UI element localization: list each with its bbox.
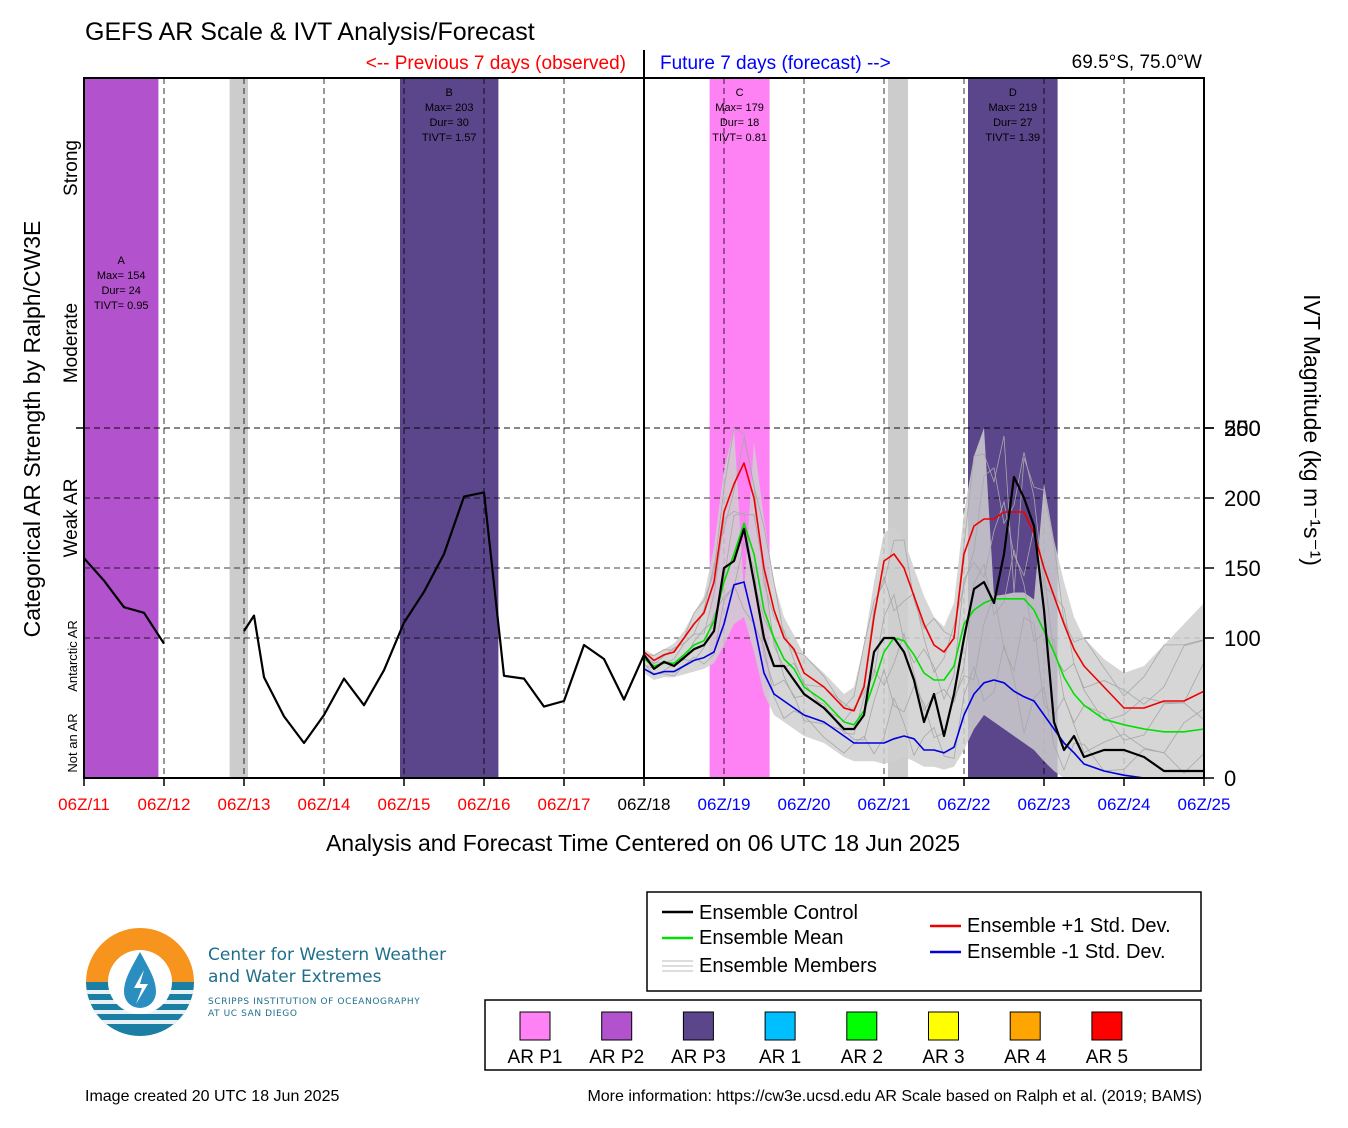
ar-event-label: Max= 154 bbox=[97, 270, 146, 282]
legend-label-mean: Ensemble Mean bbox=[699, 927, 844, 949]
cw3e-logo: Center for Western Weather and Water Ext… bbox=[84, 926, 484, 1041]
x-tick-label: 06Z/12 bbox=[138, 795, 191, 814]
ar-color-label: AR 4 bbox=[1004, 1047, 1047, 1068]
x-tick-label: 06Z/13 bbox=[218, 795, 271, 814]
y-tick-label: 100 bbox=[1224, 626, 1261, 651]
x-axis-label: Analysis and Forecast Time Centered on 0… bbox=[326, 830, 960, 856]
logo-line-4: AT UC SAN DIEGO bbox=[208, 1009, 298, 1019]
x-tick-label: 06Z/23 bbox=[1018, 795, 1071, 814]
x-tick-label: 06Z/15 bbox=[378, 795, 431, 814]
x-axis-ticks: 06Z/11 06Z/12 06Z/13 06Z/14 06Z/15 06Z/16 06Z/… bbox=[58, 778, 1230, 814]
series-line bbox=[643, 462, 1205, 712]
ar-event-label: A bbox=[118, 255, 126, 267]
ar-event-label: D bbox=[1009, 87, 1017, 99]
series-legend-box bbox=[646, 891, 1202, 992]
ar-event-label: TIVT= 1.39 bbox=[985, 132, 1040, 144]
logo-line-2: and Water Extremes bbox=[208, 967, 382, 987]
ar-color-label: AR 2 bbox=[841, 1047, 883, 1068]
right-axis-label: IVT Magnitude (kg m⁻¹s⁻¹) bbox=[1299, 294, 1325, 566]
footer-created: Image created 20 UTC 18 Jun 2025 bbox=[85, 1088, 340, 1105]
ar-color-swatch bbox=[764, 1011, 796, 1041]
forecast-label: Future 7 days (forecast) --> bbox=[660, 53, 891, 74]
ar-color-legend: AR P1 AR P2 AR P3 AR 1 AR 2 AR 3 AR 4 AR 5 bbox=[508, 1011, 1128, 1068]
category-label: Moderate bbox=[61, 303, 82, 383]
legend-label-minus-std: Ensemble -1 Std. Dev. bbox=[967, 941, 1166, 963]
ar-event-label: Dur= 27 bbox=[993, 117, 1032, 129]
ar-color-swatch bbox=[846, 1011, 878, 1041]
category-label: Not an AR bbox=[65, 713, 80, 772]
ar-event-label: B bbox=[446, 87, 453, 99]
ar-color-label: AR 3 bbox=[922, 1047, 964, 1068]
series-line bbox=[643, 522, 1205, 733]
ar-event-label: Dur= 18 bbox=[720, 117, 759, 129]
category-label: Antarctic AR bbox=[65, 620, 80, 692]
ensemble-member-line bbox=[643, 584, 1205, 774]
ar-color-swatch bbox=[1009, 1011, 1041, 1041]
ar-event-label: TIVT= 0.95 bbox=[94, 300, 149, 312]
series-line bbox=[243, 475, 1204, 773]
ar-color-swatch bbox=[519, 1011, 551, 1041]
ar-event-label: TIVT= 0.81 bbox=[712, 132, 767, 144]
ar-color-swatch bbox=[682, 1011, 714, 1041]
logo-line-1: Center for Western Weather bbox=[208, 945, 447, 965]
ar-event-label: Dur= 30 bbox=[429, 117, 468, 129]
legend-label-members: Ensemble Members bbox=[699, 955, 877, 977]
location-label: 69.5°S, 75.0°W bbox=[1072, 52, 1202, 73]
x-tick-label: 06Z/21 bbox=[858, 795, 911, 814]
x-tick-label: 06Z/25 bbox=[1178, 795, 1231, 814]
ar-color-swatch bbox=[601, 1011, 633, 1041]
y-tick-label: 200 bbox=[1224, 486, 1261, 511]
ensemble-member-line bbox=[643, 427, 1205, 709]
ar-color-label: AR P2 bbox=[589, 1047, 644, 1068]
ar-color-label: AR P1 bbox=[508, 1047, 563, 1068]
x-tick-label: 06Z/19 bbox=[698, 795, 751, 814]
ensemble-members-band bbox=[644, 428, 1204, 778]
category-labels: Not an AR Antarctic AR Weak AR Moderate Stro… bbox=[61, 140, 82, 773]
ar-event-label: C bbox=[736, 87, 744, 99]
ar-event-label: TIVT= 1.57 bbox=[422, 132, 477, 144]
ar-color-label: AR 1 bbox=[759, 1047, 801, 1068]
left-axis-label: Categorical AR Strength by Ralph/CW3E bbox=[19, 221, 45, 638]
x-tick-label: 06Z/22 bbox=[938, 795, 991, 814]
ar-color-swatch bbox=[928, 1011, 959, 1041]
cw3e-logo-emblem bbox=[86, 928, 194, 1036]
ar-color-label: AR P3 bbox=[671, 1047, 726, 1068]
chart-title: GEFS AR Scale & IVT Analysis/Forecast bbox=[85, 18, 535, 46]
logo-line-3: SCRIPPS INSTITUTION OF OCEANOGRAPHY bbox=[208, 997, 421, 1007]
x-tick-label: 06Z/14 bbox=[298, 795, 351, 814]
footer-info: More information: https://cw3e.ucsd.edu … bbox=[587, 1088, 1202, 1105]
ar-color-label: AR 5 bbox=[1086, 1047, 1128, 1068]
x-tick-label: 06Z/17 bbox=[538, 795, 591, 814]
ensemble-member-line bbox=[643, 512, 1205, 741]
x-tick-label: 06Z/24 bbox=[1098, 795, 1151, 814]
series-line bbox=[643, 581, 1204, 779]
y-tick-label: 0 bbox=[1224, 766, 1236, 791]
cw3e-logo-text: Center for Western Weather and Water Ext… bbox=[208, 944, 446, 1020]
ar-event-label: Max= 219 bbox=[988, 102, 1037, 114]
legend-label-control: Ensemble Control bbox=[699, 902, 858, 924]
series-line bbox=[83, 557, 165, 645]
category-label: Strong bbox=[61, 140, 82, 196]
category-label: Weak AR bbox=[61, 479, 82, 558]
ar-event-label: Max= 179 bbox=[715, 102, 764, 114]
x-tick-label: 06Z/20 bbox=[778, 795, 831, 814]
ensemble-member-line bbox=[643, 437, 1205, 712]
x-tick-label: 06Z/11 bbox=[58, 795, 110, 814]
series-lines bbox=[83, 462, 1205, 779]
ar-event-labels: A Max= 154 Dur= 24 TIVT= 0.95 B Max= 203 Dur= … bbox=[94, 87, 1040, 312]
y-tick-label: 500 bbox=[1224, 416, 1261, 441]
ar-event-label: Dur= 24 bbox=[101, 285, 140, 297]
y-tick-label: 250 bbox=[1224, 416, 1261, 441]
ar-event-label: Max= 203 bbox=[425, 102, 474, 114]
y-tick-label: 150 bbox=[1224, 556, 1261, 581]
series-legend: Ensemble Control Ensemble Mean Ensemble … bbox=[646, 891, 1202, 992]
observed-label: <-- Previous 7 days (observed) bbox=[366, 53, 626, 74]
ar-color-swatch bbox=[1091, 1011, 1123, 1041]
x-tick-label: 06Z/18 bbox=[618, 795, 671, 814]
legend-label-plus-std: Ensemble +1 Std. Dev. bbox=[967, 915, 1171, 937]
x-tick-label: 06Z/16 bbox=[458, 795, 511, 814]
